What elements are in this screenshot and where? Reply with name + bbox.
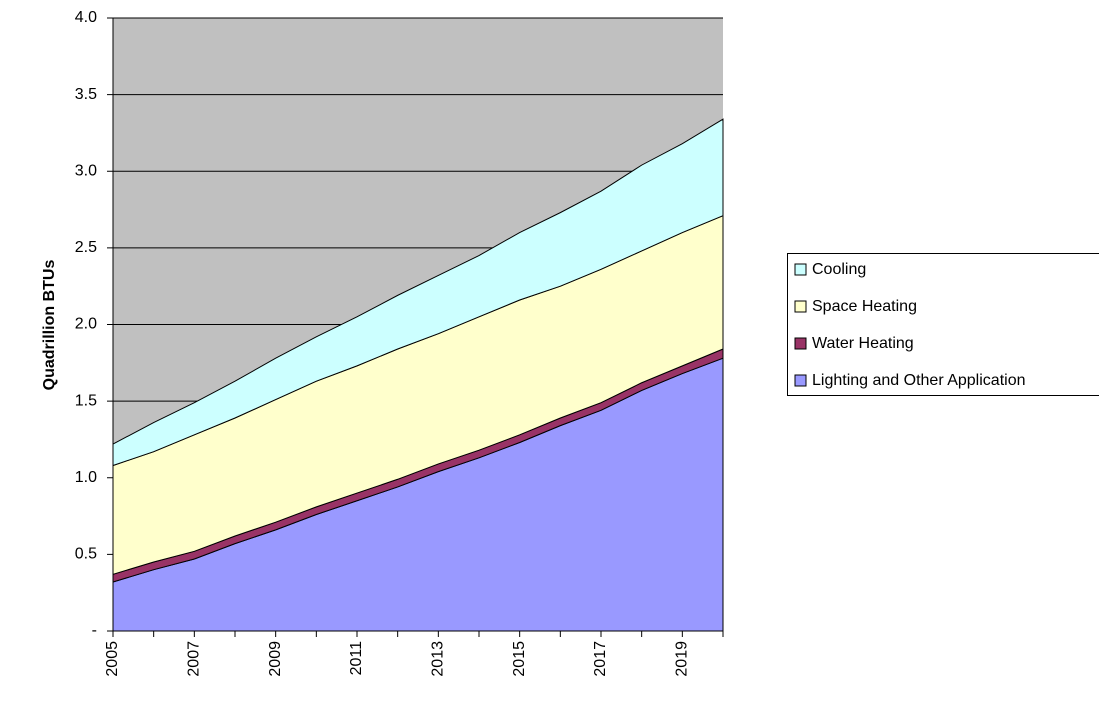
x-tick-label: 2007	[186, 641, 203, 677]
y-tick-label: 3.5	[75, 86, 97, 103]
legend-swatch	[794, 263, 807, 276]
y-tick-label: 4.0	[75, 9, 97, 26]
x-tick-label: 2013	[430, 641, 447, 677]
legend-label: Cooling	[812, 261, 866, 278]
x-tick-label: 2009	[267, 641, 284, 677]
x-tick-label: 2019	[674, 641, 691, 677]
y-tick-label: 2.0	[75, 316, 97, 333]
y-tick-label: 0.5	[75, 546, 97, 563]
x-tick-label: 2017	[592, 641, 609, 677]
y-tick-label: 3.0	[75, 162, 97, 179]
x-tick-label: 2005	[104, 641, 121, 677]
x-tick-label: 2011	[348, 641, 365, 676]
legend-swatch	[794, 337, 807, 350]
area	[112, 118, 724, 467]
x-tick-label: 2015	[511, 641, 528, 677]
y-tick-label: 2.5	[75, 239, 97, 256]
legend-label: Space Heating	[812, 298, 917, 315]
y-tick-label: -	[92, 622, 97, 639]
y-axis-label: Quadrillion BTUs	[41, 260, 58, 391]
legend-label: Water Heating	[812, 335, 914, 352]
legend-swatch	[794, 374, 807, 387]
legend-label: Lighting and Other Application	[812, 372, 1025, 389]
y-tick-label: 1.0	[75, 469, 97, 486]
y-tick-label: 1.5	[75, 392, 97, 409]
legend-box	[787, 253, 1099, 396]
legend-swatch	[794, 300, 807, 313]
